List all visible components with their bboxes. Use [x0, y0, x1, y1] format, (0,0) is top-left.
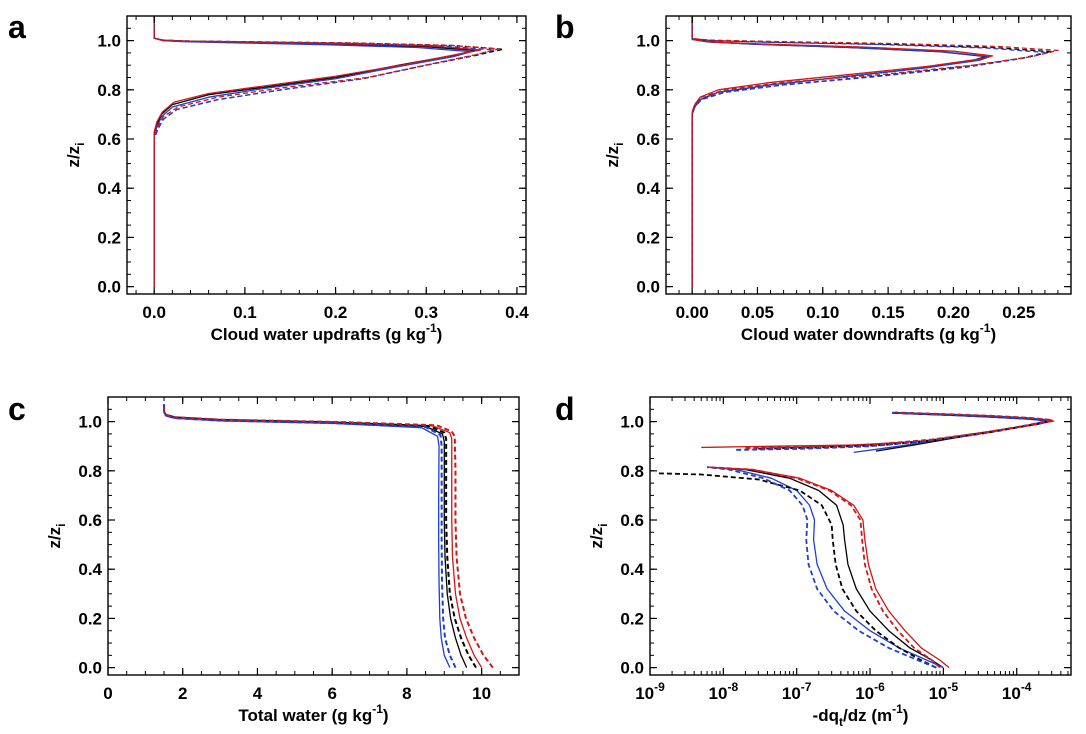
y-tick-label: 0.8 [78, 462, 102, 481]
panel-b: b 0.0 0.2 0.4 0.6 0.8 1.0 0.00 0.05 0.10 0.15 0.20 0… [555, 9, 1072, 344]
y-tick-label: 0.6 [620, 511, 644, 530]
series-line-blue-dashed [691, 16, 1046, 287]
x-tick-label: 0 [103, 684, 112, 703]
y-tick-label: 1.0 [636, 32, 660, 51]
series-group [163, 404, 494, 669]
series-line-control-solid [153, 16, 477, 287]
series-line-control-dashed [163, 404, 477, 669]
series-line-blue-dashed [736, 411, 1052, 451]
series-line-control-solid [691, 16, 987, 287]
x-tick-label: 0.15 [872, 303, 905, 322]
x-tick-label: 10-5 [929, 680, 959, 703]
y-tick-label: 0.0 [636, 278, 660, 297]
y-tick-label: 0.4 [78, 560, 102, 579]
y-tick-label: 0.6 [636, 130, 660, 149]
series-line-red-dashed [745, 411, 1054, 449]
y-tick-label: 0.4 [636, 179, 660, 198]
panel-letter: d [555, 391, 575, 427]
series-line-control-solid [707, 466, 944, 669]
series-line-red-dashed [707, 466, 941, 669]
series-line-blue-solid [691, 16, 991, 287]
y-axis-label: z/zi [64, 142, 87, 167]
y-tick-label: 0.2 [78, 609, 102, 628]
y-tick-label: 0.0 [97, 278, 121, 297]
series-line-red-solid [691, 16, 994, 287]
x-axis-label: -dqt/dz (m-1) [813, 702, 909, 729]
x-tick-label: 0.05 [741, 303, 774, 322]
x-tick-label: 8 [402, 684, 411, 703]
series-line-red-dashed [153, 16, 500, 287]
x-tick-label: 10-4 [1002, 680, 1032, 703]
x-tick-label: 4 [253, 684, 263, 703]
y-tick-label: 0.2 [97, 228, 121, 247]
series-line-blue-solid [153, 16, 473, 287]
x-tick-label: 2 [178, 684, 187, 703]
series-line-red-solid [707, 466, 950, 669]
x-axis-label: Total water (g kg-1) [238, 702, 388, 725]
x-tick-label: 0.3 [414, 303, 438, 322]
series-line-red-solid [153, 16, 482, 287]
panel-c: c 0.0 0.2 0.4 0.6 0.8 1.0 0 2 4 6 8 10 Total water (g… [8, 391, 520, 725]
x-tick-label: 0.00 [676, 303, 709, 322]
series-line-control-dashed [655, 472, 937, 669]
y-tick-label: 0.2 [636, 228, 660, 247]
plot-frame [649, 396, 1072, 676]
series-line-control-dashed [691, 16, 1053, 287]
y-tick-label: 0.0 [620, 659, 644, 678]
y-axis-label: z/zi [587, 523, 610, 548]
y-axis-label: z/zi [45, 523, 68, 548]
y-tick-label: 0.6 [97, 130, 121, 149]
panel-letter: b [555, 9, 575, 45]
x-tick-label: 10 [472, 684, 491, 703]
x-tick-label: 0.0 [142, 303, 166, 322]
x-tick-label: 0.10 [806, 303, 839, 322]
y-tick-label: 0.8 [620, 462, 644, 481]
x-axis-label: Cloud water updrafts (g kg-1) [211, 321, 443, 344]
y-tick-label: 0.0 [78, 659, 102, 678]
series-line-control-solid [163, 404, 468, 668]
y-tick-label: 0.2 [620, 609, 644, 628]
x-tick-label: 0.1 [233, 303, 257, 322]
x-tick-label: 0.2 [324, 303, 348, 322]
panel-letter: c [8, 391, 26, 427]
panel-a: a 0.0 0.2 0.4 0.6 0.8 1.0 0.0 0.1 0.2 0.3 0.4 Cloud … [8, 9, 529, 344]
x-tick-label: 10-6 [855, 680, 885, 703]
series-group [691, 16, 1059, 287]
series-line-blue-solid [163, 404, 451, 668]
y-tick-label: 1.0 [78, 413, 102, 432]
plot-frame [126, 15, 527, 295]
y-tick-label: 0.4 [620, 560, 644, 579]
series-line-blue-solid [707, 466, 944, 669]
plot-frame [665, 15, 1072, 295]
y-tick-label: 0.6 [78, 511, 102, 530]
plot-frame [107, 396, 520, 676]
series-line-blue-dashed [706, 466, 937, 669]
x-tick-label: 0.25 [1002, 303, 1035, 322]
x-tick-label: 6 [327, 684, 336, 703]
series-line-red-dashed [163, 404, 494, 669]
y-tick-label: 0.8 [97, 81, 121, 100]
y-axis-label: z/zi [603, 142, 626, 167]
series-line-blue-solid [853, 412, 1051, 453]
x-axis-label: Cloud water downdrafts (g kg-1) [741, 321, 996, 344]
y-tick-label: 0.8 [636, 81, 660, 100]
series-line-red-dashed [691, 16, 1059, 287]
x-tick-label: 10-7 [782, 680, 812, 703]
x-tick-label: 10-8 [709, 680, 739, 703]
x-tick-label: 10-9 [635, 680, 665, 703]
y-tick-label: 0.4 [97, 179, 121, 198]
series-group [655, 411, 1055, 669]
y-tick-label: 1.0 [97, 32, 121, 51]
x-tick-label: 0.20 [937, 303, 970, 322]
series-line-blue-dashed [163, 404, 457, 669]
series-group [153, 16, 504, 287]
series-line-red-solid [163, 404, 483, 668]
y-tick-label: 1.0 [620, 413, 644, 432]
panel-letter: a [8, 9, 26, 45]
panel-d: d 0.0 0.2 0.4 0.6 0.8 1.0 10-9 10-8 10-7 10-6 10-5 1… [555, 391, 1072, 729]
x-tick-label: 0.4 [505, 303, 529, 322]
